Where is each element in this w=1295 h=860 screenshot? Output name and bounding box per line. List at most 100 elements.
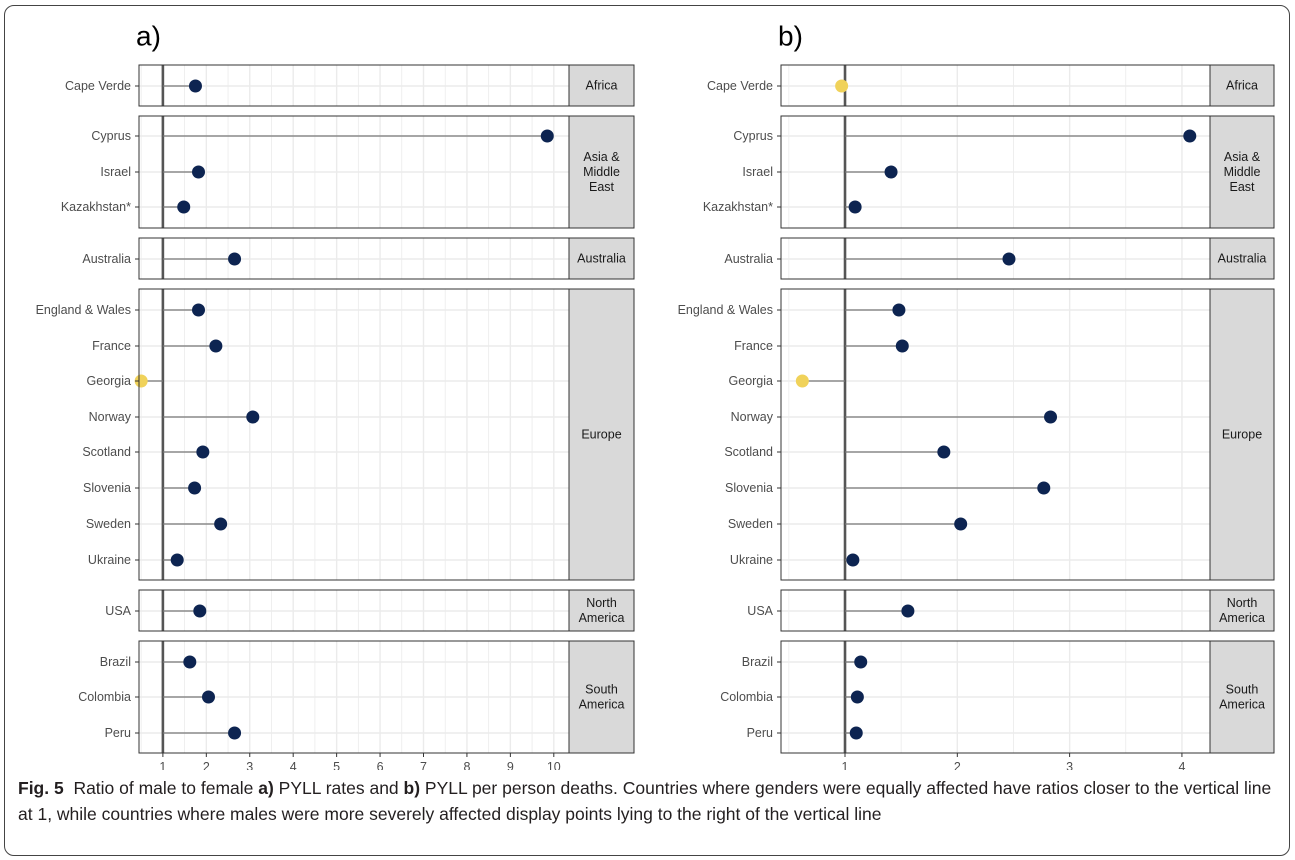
facet-europe: England & Wales France Georgia Norway Scotla… [36, 288, 635, 581]
strip-label: South [1226, 683, 1259, 697]
data-point [209, 339, 223, 353]
x-tick-label: 8 [463, 760, 470, 770]
strip-label: Europe [581, 428, 621, 442]
x-tick-label: 9 [507, 760, 514, 770]
strip-label: America [1219, 698, 1265, 712]
strip-label: Asia & [583, 150, 620, 164]
data-point [188, 481, 202, 495]
caption-text: PYLL per person deaths. Countries where … [18, 778, 1272, 824]
country-label: Kazakhstan* [703, 200, 773, 214]
strip-label: North [586, 596, 617, 610]
country-label: Georgia [729, 374, 774, 388]
country-label: Cape Verde [65, 79, 131, 93]
panel-a: a) Cape Verde Africa Cyprus Israel Kazakhstan… [36, 21, 635, 770]
data-point [183, 655, 197, 669]
country-label: Norway [89, 410, 132, 424]
x-tick-label: 1 [159, 760, 166, 770]
country-label: Sweden [728, 517, 773, 531]
figure: a) Cape Verde Africa Cyprus Israel Kazakhstan… [36, 21, 1275, 770]
facet-europe: England & Wales France Georgia Norway Scotla… [678, 288, 1275, 581]
country-label: France [734, 339, 773, 353]
data-point [795, 374, 809, 388]
facet-strip [1209, 237, 1275, 280]
facet-africa: Cape Verde Africa [707, 64, 1275, 107]
data-point [228, 726, 242, 740]
data-point [246, 410, 260, 424]
country-label: Sweden [86, 517, 131, 531]
strip-label: America [1219, 611, 1265, 625]
facet-strip [1209, 64, 1275, 107]
strip-label: South [585, 683, 618, 697]
data-point [892, 303, 906, 317]
strip-label: Middle [1224, 165, 1261, 179]
data-point [1183, 129, 1197, 143]
x-tick-label: 1 [842, 760, 849, 770]
x-tick-label: 10 [547, 760, 561, 770]
country-label: Brazil [100, 655, 131, 669]
x-tick-label: 5 [333, 760, 340, 770]
data-point [1044, 410, 1058, 424]
country-label: USA [747, 604, 773, 618]
data-point [193, 604, 207, 618]
strip-label: America [579, 611, 625, 625]
data-point [937, 445, 951, 459]
strip-label: East [1229, 180, 1255, 194]
data-point [954, 517, 968, 531]
country-label: Peru [105, 726, 131, 740]
country-label: Cyprus [733, 129, 773, 143]
data-point [177, 200, 191, 214]
country-label: France [92, 339, 131, 353]
data-point [846, 553, 860, 567]
country-label: Israel [100, 165, 131, 179]
data-point [895, 339, 909, 353]
data-point [1002, 252, 1016, 266]
data-point [854, 655, 868, 669]
strip-label: East [589, 180, 615, 194]
data-point [540, 129, 554, 143]
caption-body: Ratio of male to female a) PYLL rates an… [18, 778, 1271, 824]
data-point [835, 79, 849, 93]
facet-background [781, 289, 1210, 580]
strip-label: Asia & [1224, 150, 1261, 164]
strip-label: Africa [1226, 79, 1258, 93]
country-label: Brazil [742, 655, 773, 669]
facet-australia: Australia Australia [724, 237, 1275, 280]
panel-label: a) [136, 21, 161, 52]
caption-panel-ref: a) [258, 778, 274, 798]
facet-strip [568, 115, 635, 229]
country-label: Cape Verde [707, 79, 773, 93]
facet-strip [568, 237, 635, 280]
data-point [188, 79, 202, 93]
data-point [192, 165, 206, 179]
data-point [201, 690, 215, 704]
x-tick-label: 3 [246, 760, 253, 770]
country-label: Israel [742, 165, 773, 179]
caption-panel-ref: b) [403, 778, 421, 798]
x-tick-label: 6 [377, 760, 384, 770]
figure-caption: Fig. 5 Ratio of male to female a) PYLL r… [18, 775, 1278, 827]
country-label: Colombia [78, 690, 131, 704]
data-point [228, 252, 242, 266]
figure-frame [4, 5, 1290, 856]
facet-strip [1209, 640, 1275, 754]
strip-label: Middle [583, 165, 620, 179]
country-label: Norway [731, 410, 774, 424]
caption-text: PYLL rates and [273, 778, 404, 798]
country-label: Cyprus [91, 129, 131, 143]
country-label: Ukraine [730, 553, 773, 567]
data-point [192, 303, 206, 317]
country-label: Australia [724, 252, 773, 266]
facet-africa: Cape Verde Africa [65, 64, 635, 107]
x-tick-label: 2 [954, 760, 961, 770]
caption-label: Fig. 5 [18, 778, 64, 798]
country-label: Peru [747, 726, 773, 740]
x-tick-label: 7 [420, 760, 427, 770]
strip-label: Europe [1222, 428, 1262, 442]
strip-label: Australia [1218, 252, 1267, 266]
data-point [134, 374, 148, 388]
facet-strip [568, 589, 635, 632]
country-label: Scotland [82, 445, 131, 459]
